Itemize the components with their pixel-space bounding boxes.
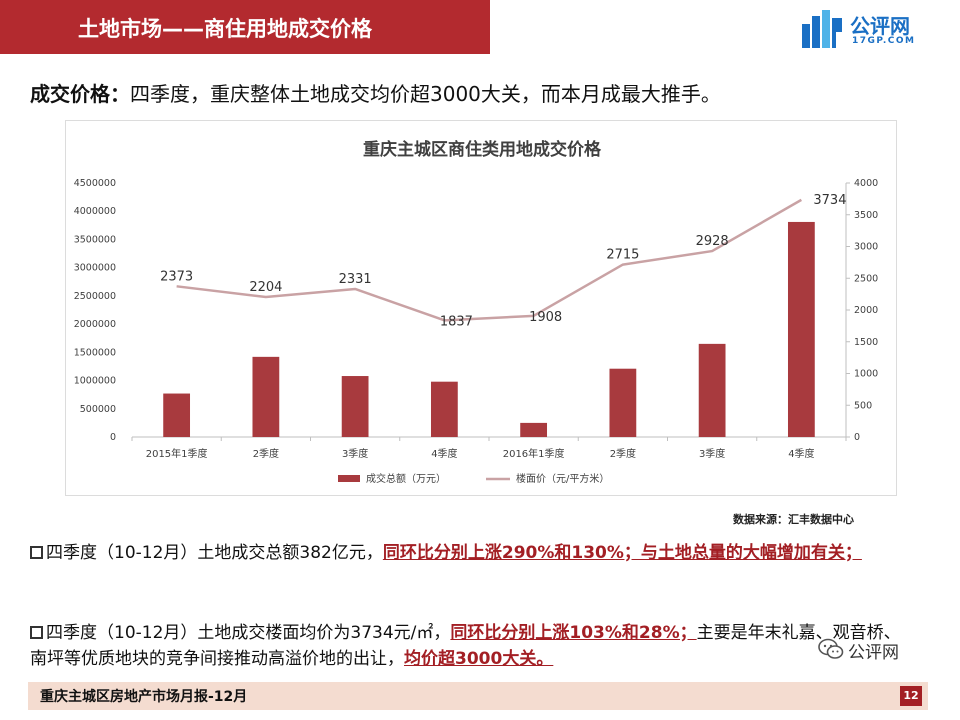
line-data-label: 2715 bbox=[606, 248, 639, 263]
y-left-tick-label: 0 bbox=[110, 432, 116, 443]
y-left-tick-label: 1000000 bbox=[74, 376, 116, 387]
line-data-label: 2928 bbox=[696, 234, 729, 249]
logo-name: 公评网 bbox=[850, 14, 910, 38]
y-right-tick-label: 2000 bbox=[854, 305, 878, 316]
line-data-label: 2373 bbox=[160, 269, 193, 284]
footer-title: 重庆主城区房地产市场月报-12月 bbox=[40, 689, 248, 705]
para2-plain1: 四季度（10-12月）土地成交楼面均价为3734元/㎡， bbox=[46, 623, 451, 643]
wechat-icon bbox=[818, 638, 844, 659]
x-tick-label: 4季度 bbox=[431, 447, 457, 460]
paragraph-total-amount: 四季度（10-12月）土地成交总额382亿元，同环比分别上涨290%和130%；… bbox=[30, 540, 910, 566]
line-data-label: 2331 bbox=[339, 272, 372, 287]
y-left-tick-label: 4500000 bbox=[74, 178, 116, 189]
y-right-tick-label: 500 bbox=[854, 400, 872, 411]
headline-label: 成交价格： bbox=[30, 82, 130, 106]
legend-bar-swatch bbox=[338, 475, 360, 482]
x-tick-label: 2季度 bbox=[610, 447, 636, 460]
legend-line-label: 楼面价（元/平方米） bbox=[516, 472, 609, 485]
gpw-logo-icon bbox=[802, 10, 842, 48]
wechat-name: 公评网 bbox=[848, 643, 899, 663]
logo-url: 17GP.COM bbox=[852, 36, 916, 46]
para2-plain2: 主要是年末礼嘉、观音桥、南坪等优质地块的竞争间接推动高溢价地的出让， bbox=[30, 623, 901, 669]
line-data-label: 3734 bbox=[813, 193, 846, 208]
bar bbox=[609, 368, 637, 437]
line-data-label: 1837 bbox=[440, 314, 473, 329]
y-left-tick-label: 3000000 bbox=[74, 263, 116, 274]
brand-logo[interactable]: 公评网 17GP.COM bbox=[800, 6, 950, 52]
line-data-label: 1908 bbox=[529, 310, 562, 325]
y-right-tick-label: 1500 bbox=[854, 337, 878, 348]
price-line bbox=[176, 198, 802, 322]
y-left-tick-label: 4000000 bbox=[74, 206, 116, 217]
y-right-tick-label: 0 bbox=[854, 432, 860, 443]
y-right-tick-label: 1000 bbox=[854, 369, 878, 380]
y-left-tick-label: 2500000 bbox=[74, 291, 116, 302]
para2-highlight1: 同环比分别上涨103%和28%； bbox=[450, 623, 697, 643]
x-tick-label: 2季度 bbox=[253, 447, 279, 460]
bar bbox=[787, 221, 815, 437]
bar bbox=[698, 343, 726, 437]
bar bbox=[520, 422, 548, 437]
footer-bar: 重庆主城区房地产市场月报-12月 bbox=[28, 682, 928, 710]
legend-bar-label: 成交总额（万元） bbox=[366, 472, 446, 485]
y-right-tick-label: 3500 bbox=[854, 210, 878, 221]
x-tick-label: 3季度 bbox=[699, 447, 725, 460]
chart-panel: 重庆主城区商住类用地成交价格 0 500000 1000000 1500000 20000… bbox=[65, 120, 897, 496]
y-left-tick-label: 2000000 bbox=[74, 319, 116, 330]
checkbox-bullet-icon bbox=[30, 546, 43, 559]
paragraph-floor-price: 四季度（10-12月）土地成交楼面均价为3734元/㎡，同环比分别上涨103%和… bbox=[30, 620, 910, 672]
y-right-tick-label: 4000 bbox=[854, 178, 878, 189]
headline-text: 四季度，重庆整体土地成交均价超3000大关，而本月成最大推手。 bbox=[130, 82, 721, 106]
x-tick-label: 2015年1季度 bbox=[146, 447, 208, 460]
page-number: 12 bbox=[900, 686, 922, 706]
bar bbox=[341, 376, 369, 437]
bar bbox=[430, 381, 458, 437]
data-source: 数据来源：汇丰数据中心 bbox=[733, 513, 854, 526]
combo-chart: 重庆主城区商住类用地成交价格05000001000000150000020000… bbox=[74, 139, 879, 485]
checkbox-bullet-icon bbox=[30, 626, 43, 639]
y-left-tick-label: 1500000 bbox=[74, 347, 116, 358]
bar bbox=[252, 356, 280, 437]
para2-highlight2: 均价超3000大关。 bbox=[404, 649, 554, 669]
y-left-tick-label: 500000 bbox=[80, 404, 116, 415]
header-bar: 土地市场——商住用地成交价格 bbox=[0, 0, 490, 54]
y-right-tick-label: 3000 bbox=[854, 242, 878, 253]
x-tick-label: 2016年1季度 bbox=[503, 447, 565, 460]
line-data-label: 2204 bbox=[249, 280, 282, 295]
chart-title: 重庆主城区商住类用地成交价格 bbox=[363, 139, 602, 160]
headline: 成交价格：四季度，重庆整体土地成交均价超3000大关，而本月成最大推手。 bbox=[30, 78, 721, 107]
para1-highlight: 同环比分别上涨290%和130%；与土地总量的大幅增加有关； bbox=[382, 543, 862, 563]
x-tick-label: 4季度 bbox=[788, 447, 814, 460]
y-right-tick-label: 2500 bbox=[854, 273, 878, 284]
para1-plain: 四季度（10-12月）土地成交总额382亿元， bbox=[46, 543, 383, 563]
page-title: 土地市场——商住用地成交价格 bbox=[78, 17, 372, 41]
bar bbox=[163, 393, 191, 437]
x-tick-label: 3季度 bbox=[342, 447, 368, 460]
wechat-watermark: 公评网 bbox=[816, 634, 946, 664]
y-left-tick-label: 3500000 bbox=[74, 234, 116, 245]
